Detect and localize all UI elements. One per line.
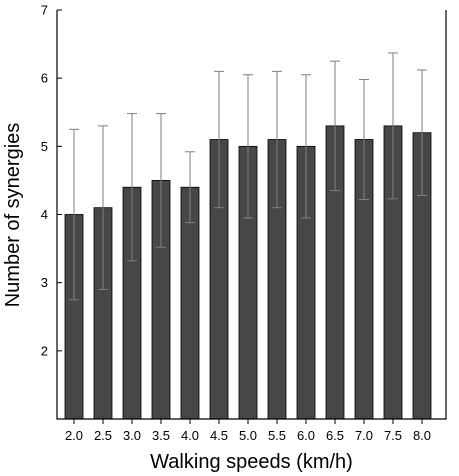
y-tick-label: 4	[41, 207, 48, 222]
error-bar-3.0	[127, 113, 137, 262]
x-tick-label: 5.0	[239, 428, 257, 443]
error-bar-6.5	[330, 60, 340, 192]
bars-group	[64, 125, 432, 420]
error-bar-4.0	[185, 151, 195, 224]
y-axis-ticks: 2 3 4 5 6 7	[41, 3, 62, 358]
error-bar-6.0	[301, 74, 311, 219]
y-tick-label: 2	[41, 343, 48, 358]
x-tick-label: 4.0	[181, 428, 199, 443]
axis-frame	[56, 10, 447, 420]
x-tick-label: 2.5	[94, 428, 112, 443]
error-bar-2.5	[98, 125, 108, 290]
x-tick-label: 7.5	[384, 428, 402, 443]
error-bar-8.0	[417, 69, 427, 196]
error-bar-7.5	[388, 52, 398, 200]
error-bar-5.5	[272, 70, 282, 209]
x-tick-label: 3.0	[123, 428, 141, 443]
x-tick-label: 6.5	[326, 428, 344, 443]
y-tick-label: 3	[41, 275, 48, 290]
x-axis-ticks: 2.0 2.5 3.0 3.5 4.0 4.5 5.0 5.5 6.0 6.5 7.0 7.5 8.0	[65, 419, 431, 443]
error-bars-group	[69, 52, 427, 301]
y-tick-label: 7	[41, 3, 48, 18]
x-tick-label: 7.0	[355, 428, 373, 443]
x-tick-label: 6.0	[297, 428, 315, 443]
error-bar-5.0	[243, 74, 253, 219]
y-tick-label: 5	[41, 139, 48, 154]
error-bar-7.0	[359, 79, 369, 201]
x-tick-label: 4.5	[210, 428, 228, 443]
x-axis-title: Walking speeds (km/h)	[150, 451, 353, 473]
y-tick-label: 6	[41, 71, 48, 86]
error-bar-3.5	[156, 113, 166, 248]
y-axis-title: Number of synergies	[2, 123, 24, 308]
x-tick-label: 8.0	[413, 428, 431, 443]
error-bar-4.5	[214, 70, 224, 209]
x-tick-label: 3.5	[152, 428, 170, 443]
error-bar-2.0	[69, 128, 79, 301]
x-tick-label: 2.0	[65, 428, 83, 443]
x-tick-label: 5.5	[268, 428, 286, 443]
